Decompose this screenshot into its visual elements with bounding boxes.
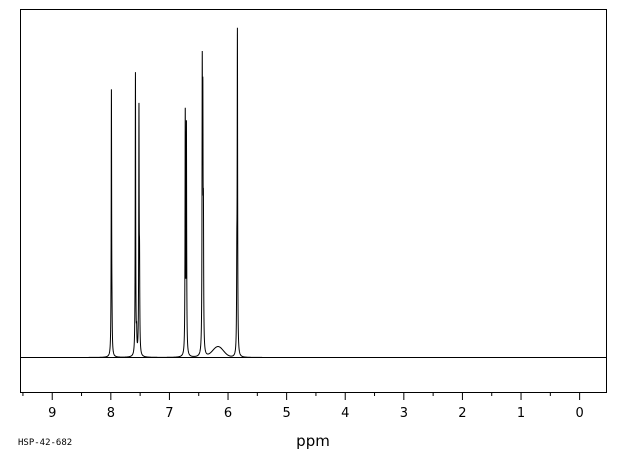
plot-frame bbox=[20, 9, 607, 393]
x-tick-label: 9 bbox=[48, 406, 56, 421]
x-axis-label: ppm bbox=[296, 432, 330, 450]
x-tick-label: 5 bbox=[282, 406, 290, 421]
x-tick-label: 2 bbox=[458, 406, 466, 421]
x-tick-label: 3 bbox=[400, 406, 408, 421]
x-tick-label: 0 bbox=[575, 406, 583, 421]
x-axis-ticks bbox=[22, 392, 581, 400]
x-tick-label: 8 bbox=[107, 406, 115, 421]
x-tick-label: 6 bbox=[224, 406, 232, 421]
spectrum-code-label: HSP-42-682 bbox=[18, 438, 72, 448]
x-axis-tick-labels: 9 8 7 6 5 4 3 2 1 0 bbox=[48, 406, 584, 421]
x-tick-label: 4 bbox=[341, 406, 349, 421]
x-tick-label: 7 bbox=[165, 406, 173, 421]
spectrum-trace bbox=[20, 27, 606, 358]
x-tick-label: 1 bbox=[517, 406, 525, 421]
